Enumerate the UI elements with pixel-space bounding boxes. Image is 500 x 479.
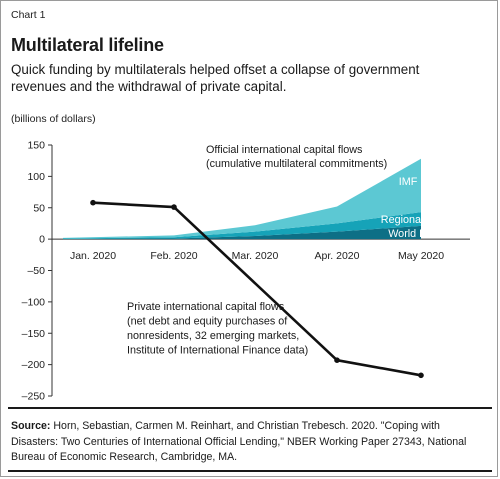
private-flows-point <box>171 204 177 210</box>
y-tick-label: –150 <box>22 328 46 340</box>
private-flows-annotation-line: (net debt and equity purchases of <box>127 316 288 328</box>
chart-subtitle: Quick funding by multilaterals helped of… <box>11 62 420 94</box>
y-tick-label: –200 <box>22 359 46 371</box>
imf-area <box>63 158 421 239</box>
x-tick-label: Apr. 2020 <box>315 250 360 262</box>
y-tick-label: 150 <box>27 140 45 152</box>
unit-label: (billions of dollars) <box>11 113 96 125</box>
x-tick-label: May 2020 <box>398 250 444 262</box>
chart-title: Multilateral lifeline <box>11 35 164 55</box>
source-text: Horn, Sebastian, Carmen M. Reinhart, and… <box>11 420 467 463</box>
y-tick-label: –250 <box>22 391 46 403</box>
y-axis: 150 100 50 0 –50 –100 –150 –200 –250 <box>22 140 53 403</box>
regional-banks-area <box>63 212 421 240</box>
x-tick-label: Mar. 2020 <box>232 250 279 262</box>
official-flows-annotation-line: (cumulative multilateral commitments) <box>206 158 387 170</box>
chart-plot: 150 100 50 0 –50 –100 –150 –200 –250 Jan. 2020 Fe… <box>22 140 470 403</box>
stacked-area-group <box>63 158 421 240</box>
source-note: Source: Horn, Sebastian, Carmen M. Reinh… <box>11 419 489 466</box>
private-flows-point <box>90 199 96 206</box>
area-labels: World Bank Regional banks IMF <box>381 176 456 240</box>
y-tick-label: –100 <box>22 296 46 308</box>
private-flows-point <box>334 357 340 363</box>
x-axis: Jan. 2020 Feb. 2020 Mar. 2020 Apr. 2020 May … <box>52 238 470 262</box>
chart-number: Chart 1 <box>11 9 46 21</box>
private-flows-annotation-line: Institute of International Finance data) <box>127 345 308 357</box>
y-tick-label: 100 <box>27 171 45 183</box>
private-flows-line <box>92 201 422 377</box>
y-tick-label: 50 <box>33 202 45 214</box>
private-flows-line-group <box>90 199 424 379</box>
world-bank-area <box>63 225 421 240</box>
private-flows-annotation-line: Private international capital flows <box>127 301 285 313</box>
y-tick-label: 0 <box>39 234 45 246</box>
official-flows-annotation: Official international capital flows (cum… <box>206 144 387 170</box>
bottom-rule <box>8 470 492 472</box>
y-tick-label: –50 <box>27 265 45 277</box>
private-flows-point <box>418 372 424 379</box>
x-tick-label: Feb. 2020 <box>150 250 197 262</box>
imf-label: IMF <box>399 176 418 188</box>
official-flows-annotation-line: Official international capital flows <box>206 144 363 156</box>
world-bank-label: World Bank <box>388 228 444 240</box>
top-rule-source <box>8 407 492 409</box>
private-flows-annotation: Private international capital flows (net … <box>127 301 308 357</box>
x-tick-label: Jan. 2020 <box>70 250 116 262</box>
private-flows-annotation-line: nonresidents, 32 emerging markets, <box>127 330 299 342</box>
regional-banks-label: Regional banks <box>381 214 456 226</box>
source-label: Source: <box>11 420 51 432</box>
